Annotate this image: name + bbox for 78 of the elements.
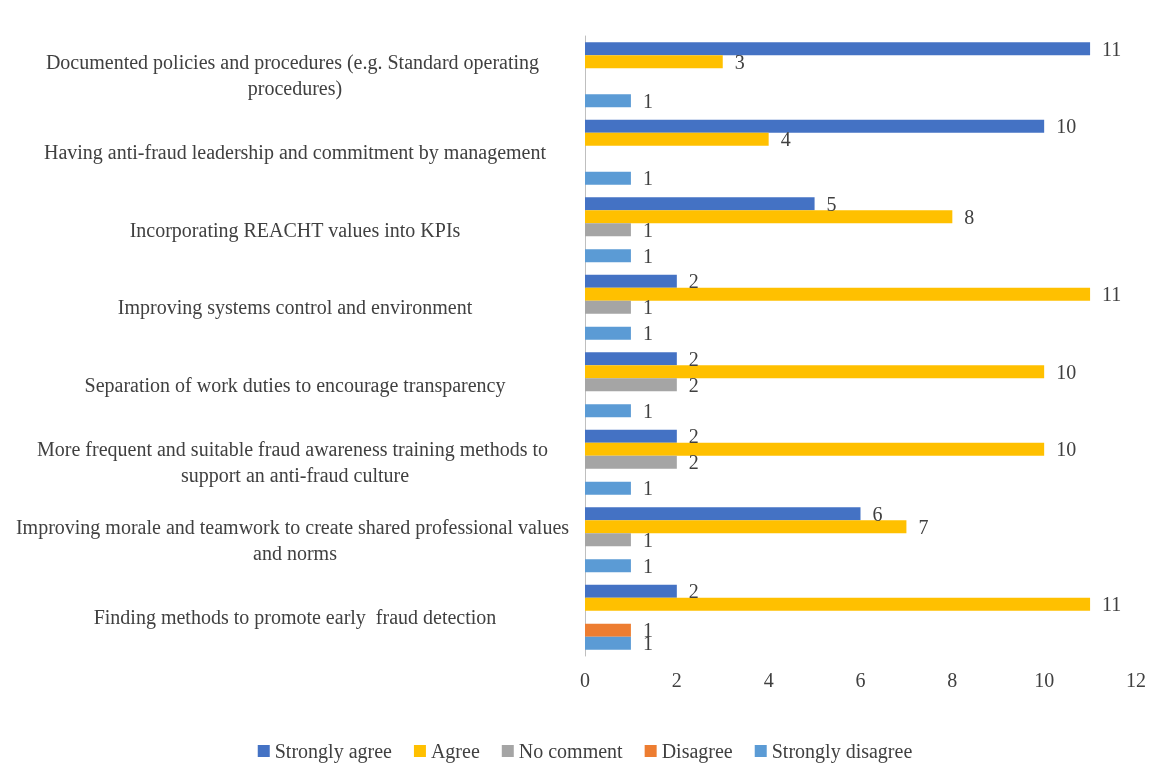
bar	[585, 623, 631, 637]
bar	[585, 274, 677, 288]
bar	[585, 378, 677, 392]
bar	[585, 171, 631, 185]
data-label: 3	[734, 50, 745, 73]
data-label: 4	[780, 128, 791, 151]
bar	[585, 55, 723, 69]
bar	[585, 287, 1091, 301]
data-label: 1	[642, 296, 653, 319]
bar	[585, 404, 631, 418]
x-tick-label: 4	[763, 669, 774, 691]
bar	[585, 197, 815, 211]
data-label: 6	[872, 502, 883, 525]
bar	[585, 584, 677, 598]
bar	[585, 223, 631, 237]
data-label: 11	[1102, 593, 1122, 616]
bar	[585, 507, 861, 521]
data-label: 1	[642, 477, 653, 500]
data-label: 10	[1056, 438, 1077, 461]
x-tick-label: 0	[580, 669, 590, 691]
data-label: 2	[688, 373, 699, 396]
bar	[585, 533, 631, 547]
data-label: 1	[642, 399, 653, 422]
data-label: 7	[918, 515, 929, 538]
data-label: 1	[642, 554, 653, 577]
y-tick-label: Separation of work duties to encourage transparency	[84, 373, 506, 397]
y-tick-label: Finding methods to promote early fraud detection	[93, 606, 497, 630]
legend-label: Disagree	[661, 740, 733, 763]
y-tick-label: Improving morale and teamwork to create shared professional values and norms	[15, 515, 575, 564]
data-label: 1	[642, 528, 653, 551]
data-label: 1	[642, 167, 653, 190]
x-tick-label: 6	[855, 669, 866, 691]
bar	[585, 94, 631, 108]
y-tick-label: Having anti-fraud leadership and commitment by management	[43, 141, 547, 165]
data-label: 2	[688, 347, 699, 370]
bar	[585, 442, 1045, 456]
y-tick-label: Incorporating REACHT values into KPIs	[129, 218, 461, 242]
legend-label: Agree	[430, 740, 480, 763]
bar	[585, 119, 1045, 133]
x-tick-label: 2	[671, 669, 682, 691]
bar	[585, 481, 631, 495]
data-label: 1	[642, 322, 653, 345]
bar	[585, 300, 631, 314]
bar	[585, 636, 631, 650]
x-tick-label: 8	[947, 669, 958, 691]
legend-label: Strongly agree	[274, 740, 393, 763]
bar	[585, 42, 1091, 56]
x-tick-label: 12	[1126, 669, 1146, 691]
bar	[585, 352, 677, 366]
data-label: 10	[1056, 115, 1077, 138]
y-tick-label: Documented policies and procedures (e.g. Standard operating procedures)	[45, 50, 545, 100]
legend-label: Strongly disagree	[771, 740, 913, 763]
data-label: 10	[1056, 360, 1077, 383]
data-label: 1	[642, 89, 653, 112]
bar	[585, 520, 907, 534]
data-label: 11	[1102, 283, 1122, 306]
y-tick-label: More frequent and suitable fraud awareness training methods to support an anti-fraud culture	[37, 438, 553, 488]
bar	[585, 132, 769, 146]
y-tick-label: Improving systems control and environment	[117, 296, 473, 320]
bar	[585, 365, 1045, 379]
legend-label: No comment	[518, 740, 624, 762]
data-label: 1	[642, 244, 653, 267]
data-label: 5	[826, 192, 837, 215]
data-label: 2	[688, 580, 699, 603]
bar	[585, 429, 677, 443]
bar	[585, 455, 677, 469]
data-label: 1	[642, 218, 653, 241]
data-label: 2	[688, 425, 699, 448]
bar	[585, 326, 631, 340]
data-label: 8	[964, 205, 975, 228]
bar	[585, 210, 953, 224]
bar	[585, 249, 631, 263]
bar	[585, 559, 631, 573]
data-label: 2	[688, 451, 699, 474]
data-label: 11	[1102, 37, 1122, 60]
x-tick-label: 10	[1034, 669, 1055, 691]
data-label: 2	[688, 270, 699, 293]
bar	[585, 597, 1091, 611]
